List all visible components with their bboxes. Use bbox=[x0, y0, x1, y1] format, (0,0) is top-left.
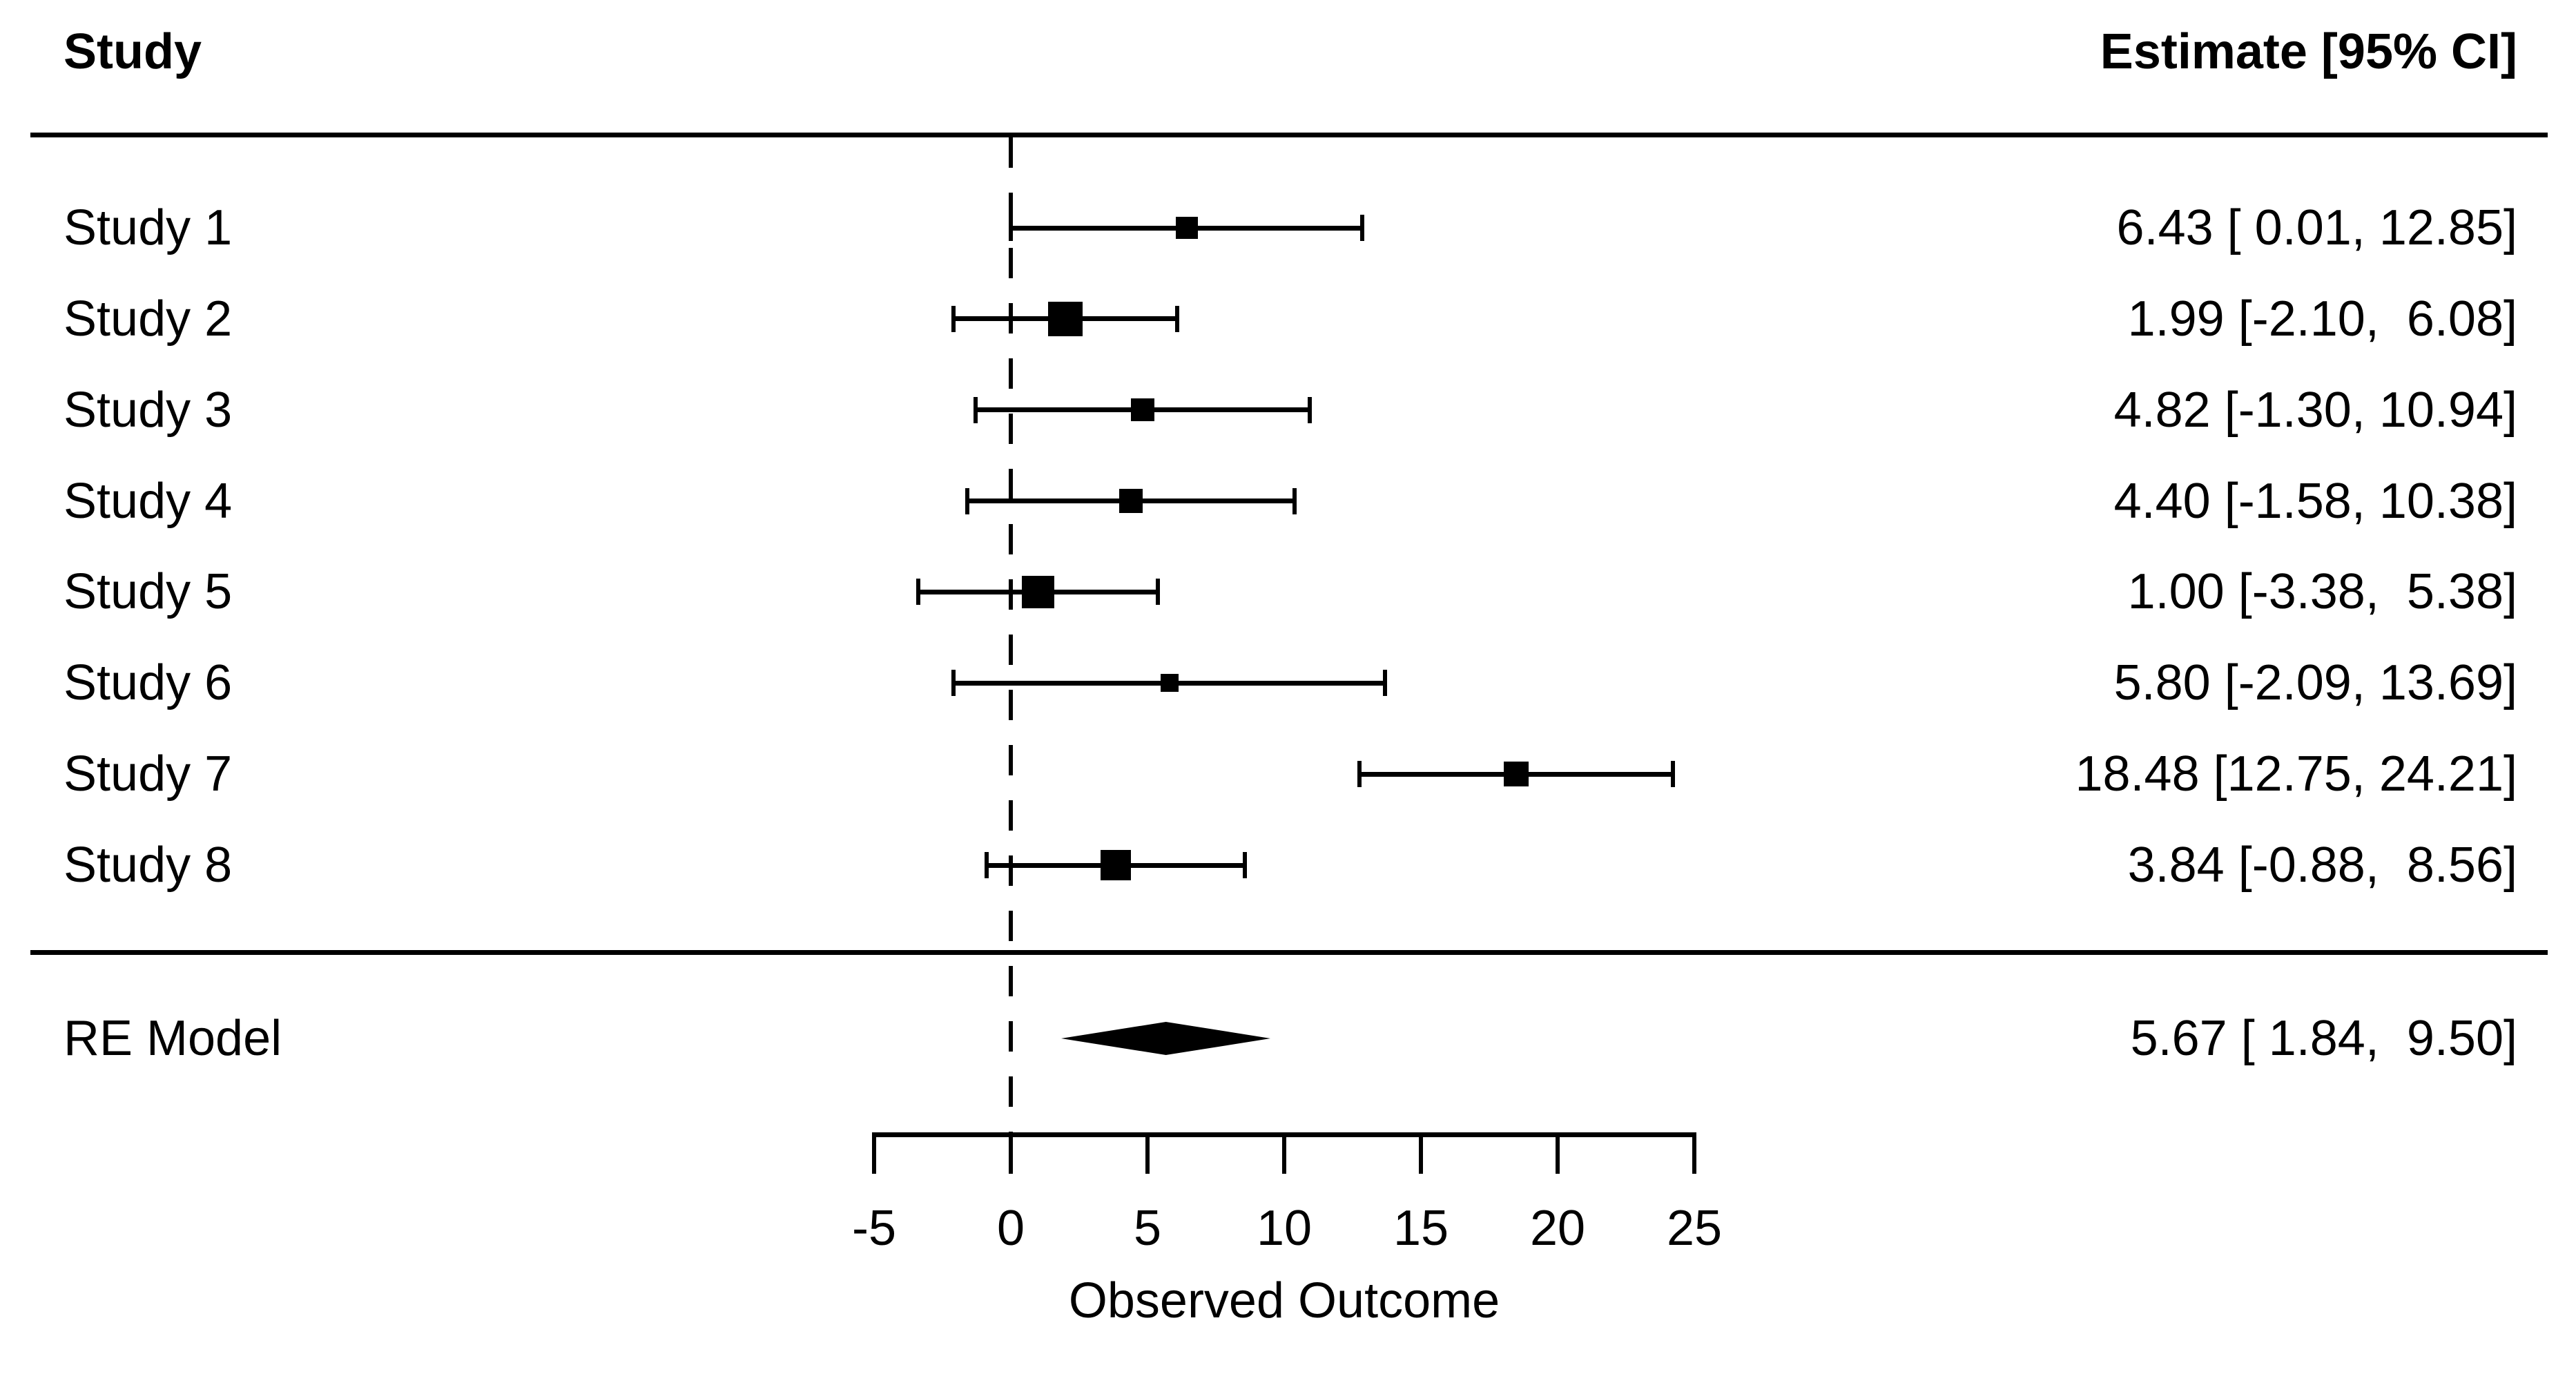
estimate-square bbox=[1047, 301, 1083, 336]
summary-separator-rule bbox=[30, 950, 2548, 955]
ci-cap-left bbox=[985, 852, 989, 879]
study-row-label: Study 6 bbox=[64, 655, 233, 711]
study-row-label: Study 5 bbox=[64, 564, 233, 620]
column-header-study: Study bbox=[64, 24, 202, 79]
axis-tick-label: -5 bbox=[851, 1201, 897, 1256]
ci-cap-right bbox=[1174, 305, 1179, 332]
study-annotation: 4.40 [-1.58, 10.38] bbox=[2113, 473, 2517, 529]
study-annotation: 1.00 [-3.38, 5.38] bbox=[2127, 564, 2517, 620]
ci-cap-right bbox=[1242, 852, 1247, 879]
ci-cap-left bbox=[965, 487, 970, 514]
ci-cap-left bbox=[973, 396, 978, 423]
axis-tick bbox=[872, 1137, 876, 1174]
ci-cap-right bbox=[1670, 761, 1675, 788]
study-annotation: 5.80 [-2.09, 13.69] bbox=[2113, 655, 2517, 711]
ci-cap-left bbox=[916, 579, 921, 606]
ci-cap-left bbox=[1009, 215, 1014, 241]
study-annotation: 6.43 [ 0.01, 12.85] bbox=[2116, 200, 2517, 255]
reference-line bbox=[1009, 137, 1013, 1132]
study-row-label: Study 7 bbox=[64, 746, 233, 802]
axis-tick bbox=[1145, 1137, 1150, 1174]
estimate-square bbox=[1022, 576, 1054, 608]
axis-tick bbox=[1556, 1137, 1560, 1174]
header-rule bbox=[30, 133, 2548, 137]
ci-cap-right bbox=[1292, 487, 1297, 514]
study-row-label: Study 2 bbox=[64, 291, 233, 347]
study-annotation: 18.48 [12.75, 24.21] bbox=[2075, 746, 2517, 802]
summary-annotation: 5.67 [ 1.84, 9.50] bbox=[2130, 1011, 2517, 1066]
ci-cap-right bbox=[1383, 670, 1388, 697]
axis-tick-label: 5 bbox=[1133, 1201, 1162, 1256]
axis-tick bbox=[1419, 1137, 1423, 1174]
study-row-label: Study 8 bbox=[64, 838, 233, 893]
column-header-estimate: Estimate [95% CI] bbox=[2100, 24, 2517, 79]
estimate-square bbox=[1160, 674, 1179, 693]
x-axis-line bbox=[872, 1132, 1696, 1137]
estimate-square bbox=[1503, 762, 1529, 787]
study-row-label: Study 1 bbox=[64, 200, 233, 255]
ci-cap-right bbox=[1308, 396, 1313, 423]
ci-cap-right bbox=[1156, 579, 1161, 606]
axis-tick bbox=[1692, 1137, 1696, 1174]
study-annotation: 1.99 [-2.10, 6.08] bbox=[2127, 291, 2517, 347]
study-row-label: Study 4 bbox=[64, 473, 233, 529]
study-annotation: 4.82 [-1.30, 10.94] bbox=[2113, 382, 2517, 438]
estimate-square bbox=[1175, 217, 1198, 239]
ci-cap-right bbox=[1359, 215, 1364, 241]
summary-diamond bbox=[1061, 1022, 1271, 1055]
study-row-label: Study 3 bbox=[64, 382, 233, 438]
summary-diamond-shape bbox=[1061, 1022, 1271, 1055]
axis-tick-label: 20 bbox=[1529, 1201, 1586, 1256]
axis-tick-label: 15 bbox=[1393, 1201, 1449, 1256]
axis-tick-label: 10 bbox=[1256, 1201, 1313, 1256]
estimate-square bbox=[1131, 398, 1154, 422]
estimate-square bbox=[1101, 850, 1131, 880]
axis-tick bbox=[1009, 1137, 1013, 1174]
summary-label: RE Model bbox=[64, 1011, 282, 1066]
ci-cap-left bbox=[951, 670, 956, 697]
ci-cap-left bbox=[1357, 761, 1362, 788]
axis-tick-label: 25 bbox=[1666, 1201, 1723, 1256]
axis-tick-label: 0 bbox=[996, 1201, 1025, 1256]
ci-cap-left bbox=[951, 305, 956, 332]
x-axis-title: Observed Outcome bbox=[1068, 1273, 1500, 1328]
estimate-square bbox=[1119, 489, 1143, 513]
axis-tick bbox=[1282, 1137, 1286, 1174]
study-annotation: 3.84 [-0.88, 8.56] bbox=[2127, 838, 2517, 893]
